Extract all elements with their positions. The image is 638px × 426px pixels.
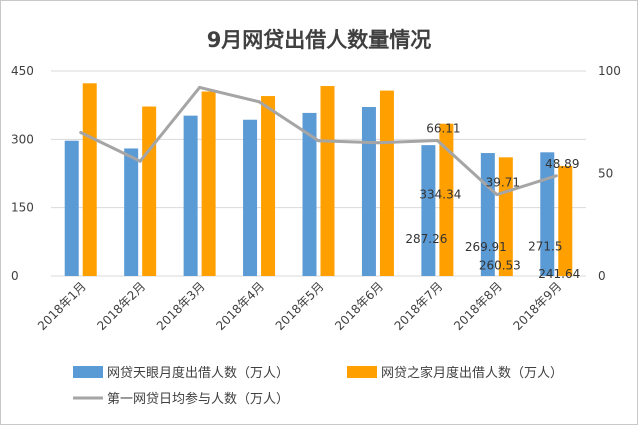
bar-tianyan (540, 152, 555, 276)
line-point-diyi (554, 174, 558, 178)
data-label-tianyan: 271.5 (528, 239, 562, 253)
legend-swatch-tianyan (73, 366, 103, 378)
line-series (79, 85, 558, 197)
x-axis-category-label: 2018年3月 (154, 279, 208, 333)
bar-zhijia (201, 91, 216, 276)
bar-zhijia (142, 106, 157, 277)
legend-label-diyi: 第一网贷日均参与人数（万人） (107, 391, 289, 407)
legend-label-zhijia: 网贷之家月度出借人数（万人） (381, 365, 563, 381)
legend-swatch-zhijia (347, 366, 377, 378)
line-point-diyi (376, 141, 380, 145)
right-axis: 0 50 100 (598, 64, 621, 283)
line-point-diyi (198, 85, 202, 89)
line-point-diyi (317, 139, 320, 143)
x-axis-category-label: 2018年8月 (451, 279, 505, 333)
data-label-diyi: 66.11 (426, 121, 460, 135)
data-label-diyi: 48.89 (545, 157, 579, 171)
x-axis-category-label: 2018年2月 (94, 279, 148, 333)
bar-zhijia (379, 90, 394, 276)
bar-tianyan (361, 106, 376, 276)
x-axis-category-label: 2018年7月 (392, 279, 446, 333)
bar-zhijia (82, 83, 97, 276)
bar-tianyan (124, 148, 139, 276)
left-axis-tick-label: 0 (11, 269, 19, 283)
legend: 网贷天眼月度出借人数（万人） 网贷之家月度出借人数（万人） 第一网贷日均参与人数… (73, 365, 563, 407)
x-axis-category-label: 2018年9月 (511, 279, 565, 333)
chart-title: 9月网贷出借人数量情况 (207, 28, 432, 52)
line-point-diyi (138, 159, 142, 163)
bar-tianyan (302, 112, 317, 277)
line-point-diyi (435, 138, 439, 142)
x-axis-categories: 2018年1月 2018年2月 2018年3月 2018年4月 2018年5月 2018年… (35, 279, 564, 333)
bar-zhijia (439, 123, 454, 277)
left-axis-tick-label: 150 (11, 201, 34, 215)
left-axis-tick-label: 450 (11, 64, 34, 78)
bar-tianyan (421, 145, 436, 276)
bar-zhijia (261, 96, 276, 276)
x-axis-category-label: 2018年4月 (213, 279, 267, 333)
data-label-diyi: 39.71 (486, 176, 520, 190)
left-axis-tick-label: 300 (11, 132, 34, 146)
data-label-tianyan: 287.26 (405, 232, 447, 246)
bar-tianyan (243, 119, 258, 276)
x-axis-category-label: 2018年6月 (332, 279, 386, 333)
line-point-diyi (495, 193, 499, 197)
data-labels: 287.26 269.91 271.5 334.34 260.53 241.64 66.11… (405, 121, 580, 280)
bar-zhijia (558, 165, 573, 276)
data-label-zhijia: 334.34 (419, 188, 461, 202)
right-axis-tick-label: 100 (598, 64, 621, 78)
data-label-tianyan: 269.91 (465, 240, 507, 254)
bar-tianyan (183, 115, 198, 277)
line-point-diyi (79, 131, 83, 134)
line-point-diyi (257, 100, 261, 104)
right-axis-tick-label: 50 (598, 167, 613, 181)
data-label-zhijia: 241.64 (538, 267, 580, 281)
bar-tianyan (64, 140, 79, 276)
left-axis: 0 150 300 450 (11, 64, 34, 283)
bars (64, 83, 573, 277)
legend-label-tianyan: 网贷天眼月度出借人数（万人） (107, 365, 289, 381)
bar-zhijia (320, 86, 335, 277)
right-axis-tick-label: 0 (598, 269, 606, 283)
data-label-zhijia: 260.53 (479, 258, 521, 272)
x-axis-category-label: 2018年5月 (273, 279, 327, 333)
x-axis-category-label: 2018年1月 (35, 279, 89, 333)
bar-zhijia (498, 157, 513, 276)
